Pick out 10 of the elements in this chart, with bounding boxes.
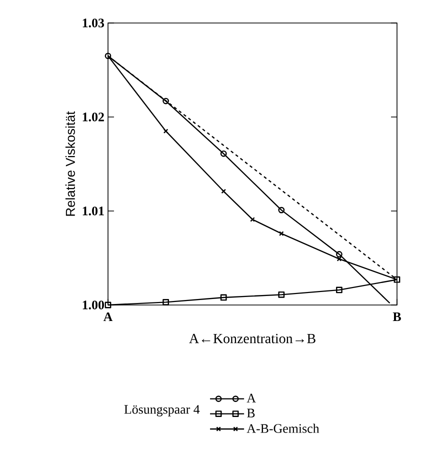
- y-tick-label: 1.01: [82, 206, 104, 216]
- x-axis-title: A←Konzentration→B: [189, 334, 316, 344]
- y-tick-label: 1.03: [82, 18, 104, 28]
- legend-label: A: [246, 394, 256, 402]
- y-tick-label: 1.02: [82, 112, 104, 122]
- y-tick-label: 1.00: [82, 300, 104, 310]
- legend-label: A-B-Gemisch: [246, 424, 320, 433]
- legend-title: Lösungspaar 4: [124, 405, 200, 416]
- y-axis-title: Relative Viskosität: [65, 111, 75, 216]
- legend-label: B: [247, 408, 255, 418]
